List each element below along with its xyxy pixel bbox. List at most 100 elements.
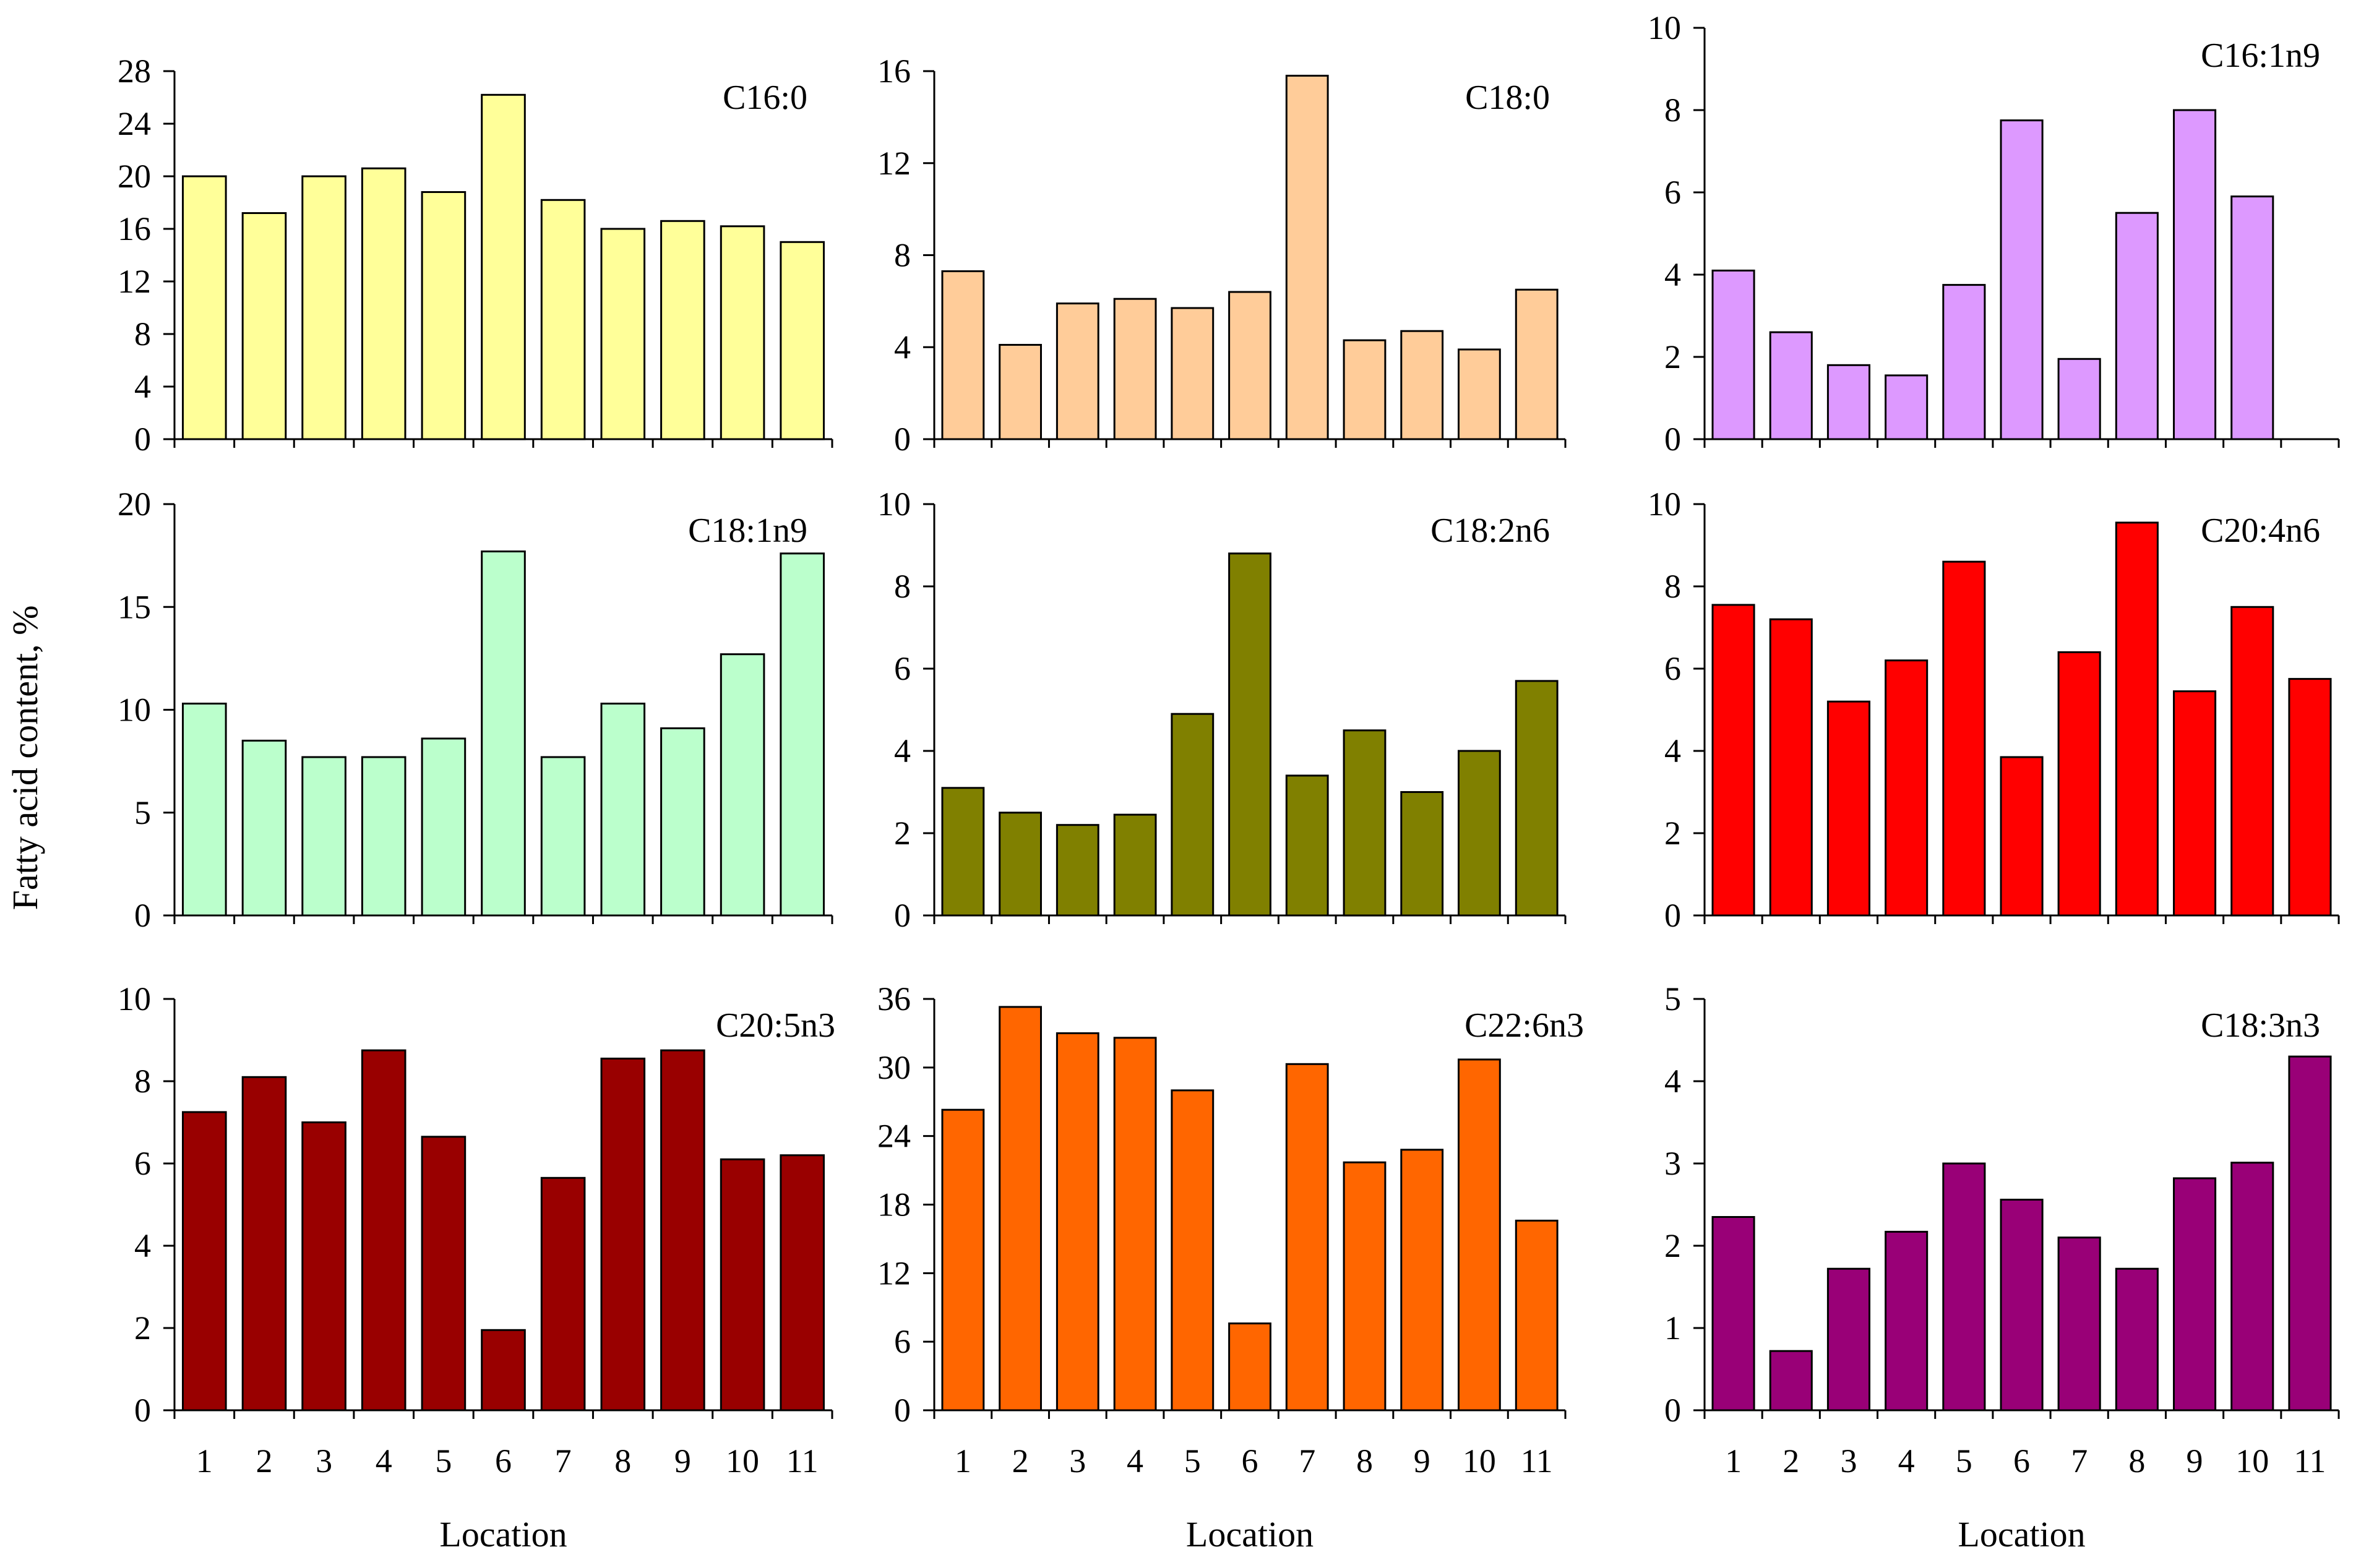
bar-9	[1400, 791, 1444, 917]
bar-5	[1171, 713, 1215, 917]
panel-title: C18:0	[1465, 79, 1550, 117]
bar-11	[780, 241, 825, 440]
bar-1	[182, 703, 227, 917]
bar-3	[301, 1121, 346, 1412]
bar-6	[1228, 1322, 1271, 1412]
bar-3	[1826, 364, 1870, 440]
bar-11	[1515, 1219, 1559, 1412]
y-tick-label: 6	[134, 1145, 151, 1182]
bar-10	[1458, 348, 1501, 440]
panel-title: C20:4n6	[2201, 512, 2320, 550]
y-tick-label: 2	[894, 815, 911, 852]
y-tick-label: 12	[877, 145, 911, 182]
y-tick-label: 18	[877, 1186, 911, 1223]
bar-8	[600, 228, 646, 440]
x-tick-label: 10	[1463, 1442, 1496, 1480]
bar-8	[1343, 1161, 1387, 1412]
y-tick-label: 6	[1664, 650, 1681, 687]
y-tick-label: 1	[1664, 1309, 1681, 1347]
panel-title: C16:0	[723, 79, 807, 117]
bar-9	[660, 220, 705, 440]
bar-4	[361, 756, 406, 917]
y-tick-label: 5	[1664, 980, 1681, 1017]
bar-1	[941, 1108, 985, 1412]
bar-10	[720, 1158, 765, 1412]
y-tick-label: 0	[894, 897, 911, 934]
panel-4: 0 5 10 15 20 C18:1n9	[118, 486, 833, 934]
y-tick-label: 0	[894, 1392, 911, 1429]
bar-1	[182, 175, 227, 440]
panel-9: 0 1 2 3 4 5 1 2 3 4 5 6 7 8 9 10 11 Location C18:3n3	[1664, 980, 2340, 1554]
y-tick-label: 4	[134, 368, 151, 405]
bar-7	[1285, 774, 1329, 917]
y-tick-label: 4	[134, 1227, 151, 1264]
bar-4	[1885, 1230, 1929, 1412]
y-tick-label: 4	[894, 328, 911, 366]
bar-2	[1769, 331, 1813, 440]
y-tick-label: 4	[1664, 256, 1681, 293]
panel-title: C18:1n9	[688, 512, 807, 550]
y-tick-label: 20	[118, 486, 151, 523]
x-tick-label: 11	[786, 1442, 819, 1480]
bar-6	[481, 93, 526, 440]
y-tick-label: 15	[118, 588, 151, 625]
x-tick-label: 11	[2294, 1442, 2326, 1480]
y-tick-label: 20	[118, 158, 151, 195]
x-tick-label: 9	[2187, 1442, 2203, 1480]
y-tick-label: 0	[894, 421, 911, 458]
bar-8	[600, 703, 646, 917]
y-tick-label: 10	[118, 980, 151, 1017]
bar-4	[1113, 1037, 1157, 1412]
x-tick-label: 8	[1356, 1442, 1373, 1480]
y-tick-label: 6	[1664, 174, 1681, 211]
bar-7	[2057, 1236, 2101, 1412]
bar-11	[1515, 288, 1559, 440]
bar-7	[540, 1176, 586, 1412]
bar-6	[2000, 756, 2044, 917]
bar-9	[2173, 1177, 2217, 1412]
bar-10	[1458, 1058, 1501, 1412]
bar-5	[1171, 307, 1215, 440]
x-tick-label: 1	[955, 1442, 971, 1480]
y-tick-label: 0	[134, 421, 151, 458]
x-tick-label: 5	[1956, 1442, 1972, 1480]
x-tick-label: 3	[1069, 1442, 1086, 1480]
bar-5	[1942, 284, 1986, 440]
y-tick-label: 0	[1664, 421, 1681, 458]
bar-1	[941, 270, 985, 440]
y-tick-label: 6	[894, 1323, 911, 1360]
y-tick-label: 24	[877, 1118, 911, 1155]
bar-7	[540, 199, 586, 440]
y-tick-label: 12	[877, 1254, 911, 1292]
x-axis-title: Location	[439, 1514, 567, 1554]
bar-6	[1228, 291, 1271, 440]
y-tick-label: 8	[894, 568, 911, 605]
bar-5	[1942, 560, 1986, 917]
bar-7	[1285, 1063, 1329, 1412]
panel-title: C22:6n3	[1464, 1006, 1584, 1045]
bar-9	[1400, 330, 1444, 440]
bar-3	[1056, 1032, 1099, 1412]
bar-3	[301, 756, 346, 917]
y-tick-label: 8	[1664, 568, 1681, 605]
y-tick-label: 10	[1648, 9, 1681, 46]
bar-4	[361, 1049, 406, 1412]
panel-title: C16:1n9	[2201, 36, 2320, 75]
bar-3	[1056, 302, 1099, 440]
x-tick-label: 9	[674, 1442, 691, 1480]
x-tick-label: 3	[316, 1442, 332, 1480]
x-tick-label: 10	[2235, 1442, 2269, 1480]
bar-3	[1826, 1267, 1870, 1412]
y-tick-label: 10	[1648, 486, 1681, 523]
x-axis-title: Location	[1958, 1514, 2085, 1554]
y-tick-label: 0	[134, 1392, 151, 1429]
bar-1	[1711, 269, 1755, 440]
bar-6	[481, 551, 526, 917]
y-tick-label: 8	[894, 237, 911, 274]
y-tick-label: 2	[1664, 815, 1681, 852]
x-tick-label: 4	[1127, 1442, 1143, 1480]
bar-1	[182, 1111, 227, 1412]
y-axis-title: Fatty acid content, %	[5, 606, 45, 910]
